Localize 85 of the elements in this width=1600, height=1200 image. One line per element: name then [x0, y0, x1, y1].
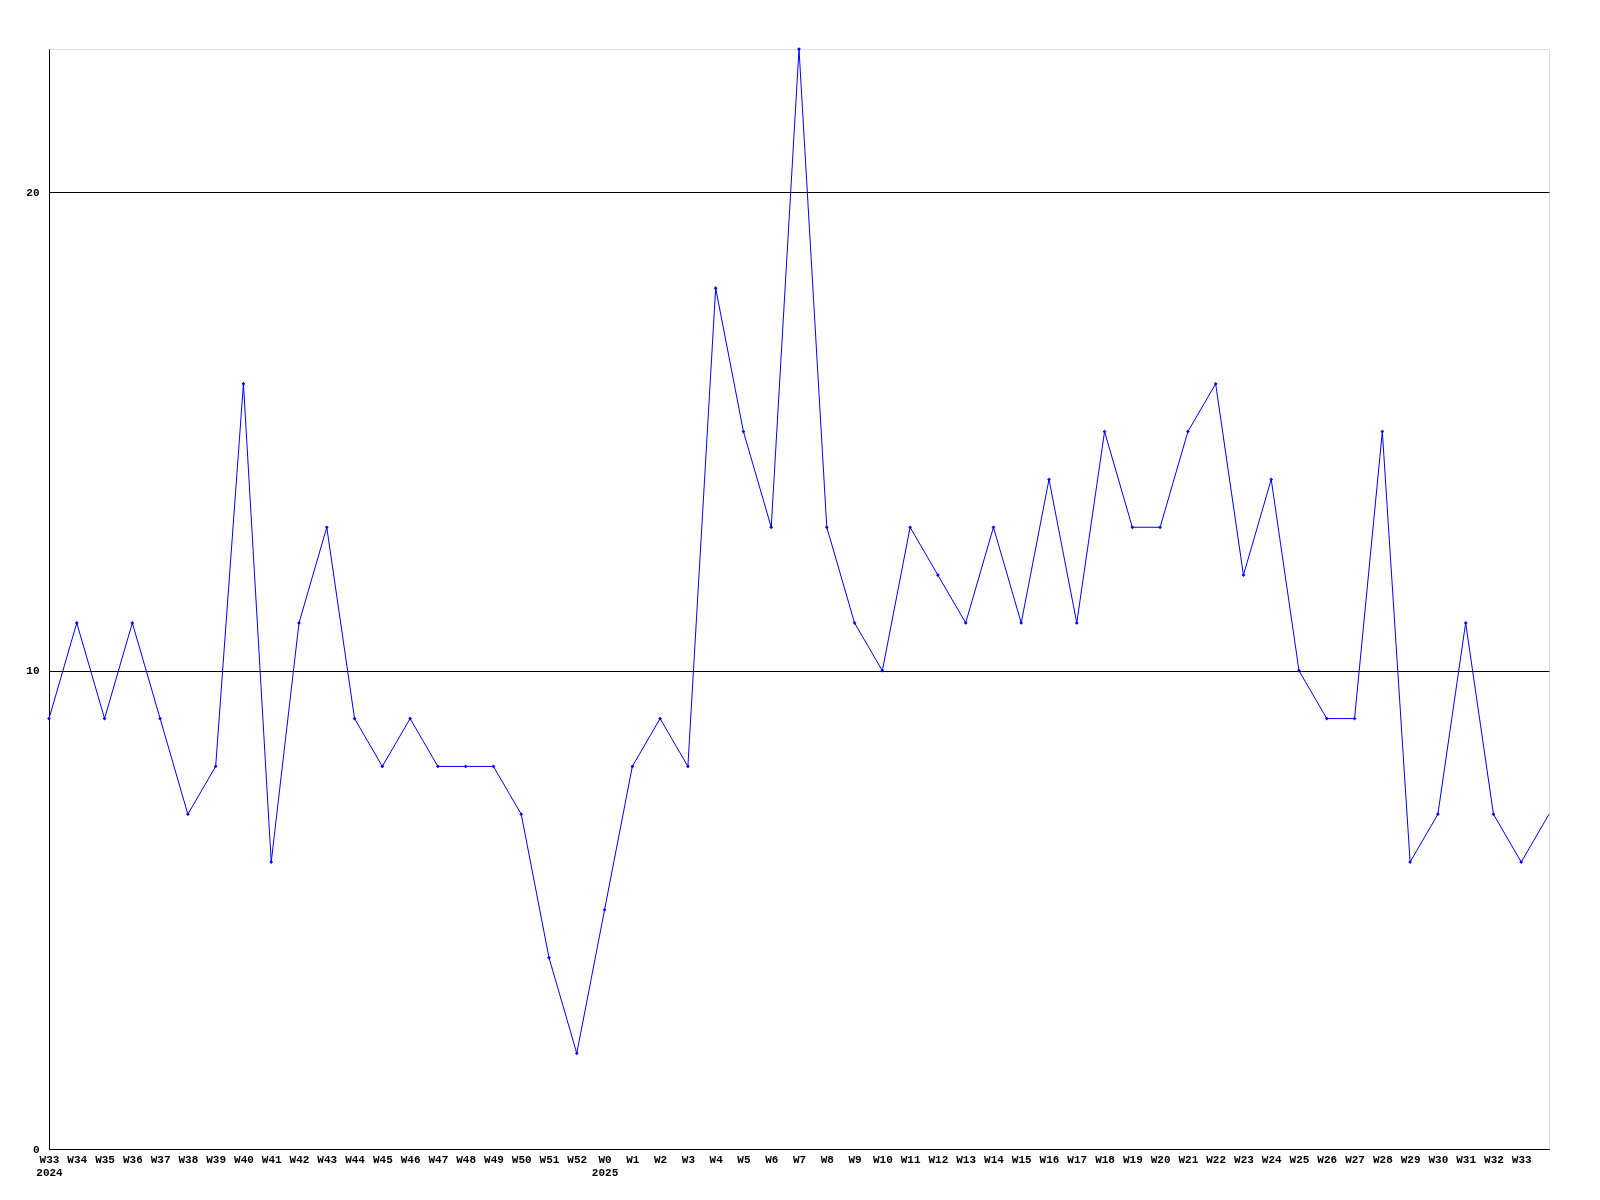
x-tick-label: W48	[456, 1153, 477, 1166]
x-tick-label: W3	[681, 1153, 696, 1166]
point	[1463, 621, 1468, 625]
x-tick-label: W28	[1372, 1153, 1394, 1166]
point	[686, 764, 690, 769]
x-tick-label: W7	[792, 1153, 807, 1166]
x-tick-label: W22	[1206, 1153, 1227, 1166]
x-tick-label: W33 2024	[36, 1153, 64, 1179]
x-tick-label: W45	[372, 1153, 394, 1166]
x-tick-label: W15	[1011, 1153, 1033, 1166]
x-tick-label: W39	[206, 1153, 227, 1166]
y-tick-label: 0	[32, 1143, 40, 1156]
x-tick-label: W11	[900, 1153, 921, 1166]
x-tick-label: W44	[345, 1153, 366, 1166]
point	[130, 621, 135, 625]
point	[158, 716, 162, 721]
point	[713, 286, 718, 290]
x-tick-label: W16	[1039, 1153, 1060, 1166]
x-tick-label: W20	[1150, 1153, 1171, 1166]
y-tick-label: 20	[26, 186, 40, 199]
x-tick-label: W24	[1261, 1153, 1283, 1166]
point	[991, 525, 996, 530]
x-tick-label: W46	[400, 1153, 421, 1166]
x-tick-label: W31	[1456, 1153, 1477, 1166]
point	[74, 621, 79, 625]
point	[1324, 716, 1329, 721]
x-tick-label: W51	[539, 1153, 560, 1166]
x-tick-label: W33	[1511, 1153, 1533, 1166]
x-tick-label: W0 2025	[591, 1153, 619, 1179]
x-tick-label: W47	[428, 1153, 449, 1166]
x-tick-label: W49	[484, 1153, 504, 1166]
point	[1158, 525, 1162, 530]
x-tick-label: W40	[234, 1153, 254, 1166]
x-tick-label: W6	[765, 1153, 779, 1166]
point	[1186, 429, 1190, 434]
x-tick-label: W52	[567, 1153, 588, 1166]
y-tick-label: 10	[26, 665, 40, 678]
x-tick-label: W36	[122, 1153, 143, 1166]
point	[852, 621, 857, 625]
x-tick-label: W23	[1234, 1153, 1255, 1166]
x-tick-label: W14	[984, 1153, 1005, 1166]
x-tick-label: W5	[737, 1153, 751, 1166]
x-tick-label: W2	[654, 1153, 668, 1166]
point	[408, 716, 412, 721]
x-tick-label: W34	[67, 1153, 88, 1166]
x-tick-label: W9	[848, 1153, 862, 1166]
x-tick-label: W13	[956, 1153, 977, 1166]
point	[547, 955, 551, 960]
point	[1047, 477, 1051, 482]
point	[963, 621, 968, 625]
point	[436, 764, 440, 769]
point	[602, 908, 607, 912]
x-tick-label: W38	[178, 1153, 199, 1166]
x-tick-label: W43	[317, 1153, 338, 1166]
x-tick-label: W17	[1067, 1153, 1088, 1166]
point	[1269, 477, 1274, 482]
point	[47, 716, 51, 721]
x-tick-label: W27	[1345, 1153, 1365, 1166]
x-tick-label: W1	[626, 1153, 640, 1166]
x-tick-label: W50	[511, 1153, 532, 1166]
x-tick-label: W26	[1317, 1153, 1338, 1166]
point	[1491, 812, 1496, 817]
x-tick-label: W4	[709, 1153, 724, 1166]
x-tick-label: W25	[1289, 1153, 1310, 1166]
x-tick-label: W35	[95, 1153, 116, 1166]
point	[1297, 668, 1301, 673]
x-tick-label: W12	[928, 1153, 949, 1166]
x-tick-label: W10	[872, 1153, 893, 1166]
x-tick-label: W42	[289, 1153, 310, 1166]
x-tick-label: W32	[1484, 1153, 1504, 1166]
point	[1074, 621, 1079, 625]
x-tick-label: W8	[820, 1153, 835, 1166]
x-tick-label: W29	[1400, 1153, 1421, 1166]
x-tick-label: W41	[261, 1153, 283, 1166]
x-tick-label: W21	[1178, 1153, 1199, 1166]
x-tick-label: W19	[1122, 1153, 1143, 1166]
point	[1519, 860, 1524, 864]
x-tick-label: W18	[1095, 1153, 1116, 1166]
x-tick-label: W30	[1428, 1153, 1449, 1166]
point	[908, 525, 912, 530]
point	[241, 381, 246, 386]
point	[269, 860, 274, 864]
point	[658, 716, 662, 721]
x-tick-label: W37	[150, 1153, 171, 1166]
point	[1241, 573, 1246, 577]
